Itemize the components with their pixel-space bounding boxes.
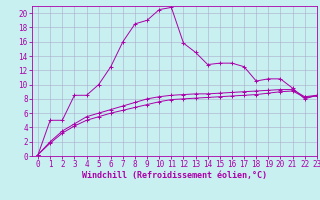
X-axis label: Windchill (Refroidissement éolien,°C): Windchill (Refroidissement éolien,°C) bbox=[82, 171, 267, 180]
